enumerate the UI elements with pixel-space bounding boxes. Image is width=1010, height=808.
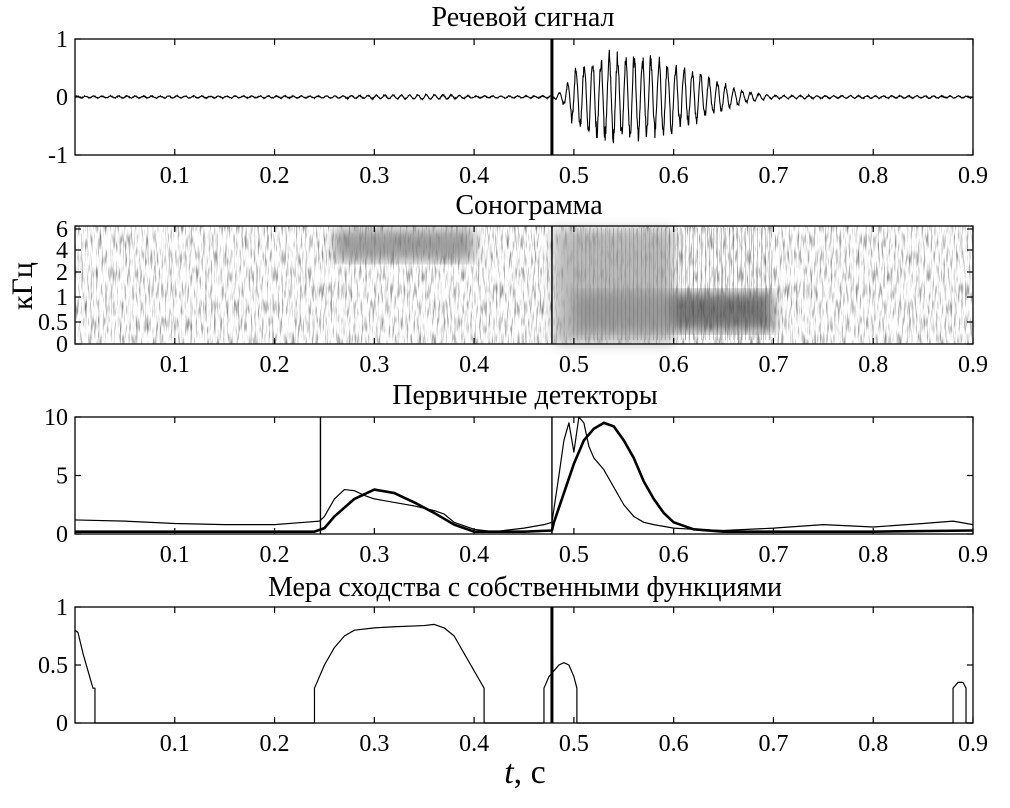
x-tick-label: 0.2 xyxy=(260,731,290,757)
x-tick-label: 0.4 xyxy=(459,352,489,378)
x-tick-label: 0.4 xyxy=(459,542,489,568)
x-tick-label: 0.2 xyxy=(260,163,290,189)
x-tick-label: 0.9 xyxy=(958,542,988,568)
x-tick-label: 0.2 xyxy=(260,352,290,378)
x-tick-label: 0.3 xyxy=(359,163,389,189)
x-tick-label: 0.5 xyxy=(559,352,589,378)
y-tick-label: 4 xyxy=(56,238,68,264)
series-line xyxy=(75,421,974,533)
x-tick-label: 0.7 xyxy=(758,731,788,757)
x-tick-label: 0.3 xyxy=(359,542,389,568)
x-tick-label: 0.5 xyxy=(559,163,589,189)
y-axis: 10 5 0 xyxy=(44,405,973,548)
x-axis-variable: t xyxy=(504,754,515,791)
plot-frame xyxy=(74,606,974,724)
x-tick-label: 0.8 xyxy=(858,542,888,568)
x-tick-label: 0.9 xyxy=(958,352,988,378)
x-tick-label: 0.7 xyxy=(758,163,788,189)
y-axis: 1 0 -1 xyxy=(48,27,973,169)
panel-title: Первичные детекторы xyxy=(392,380,658,411)
x-tick-label: 0.6 xyxy=(659,163,689,189)
x-axis: 0.1 0.2 0.3 0.4 0.5 0.6 0.7 0.8 0.9 xyxy=(160,39,988,189)
y-tick-label: 1 xyxy=(56,27,68,53)
x-tick-label: 0.3 xyxy=(359,352,389,378)
plot-area xyxy=(74,39,974,155)
x-tick-label: 0.8 xyxy=(858,163,888,189)
x-tick-label: 0.8 xyxy=(858,731,888,757)
plot-area xyxy=(75,226,973,344)
x-tick-label: 0.4 xyxy=(459,731,489,757)
x-tick-label: 0.6 xyxy=(659,731,689,757)
y-tick-label: -1 xyxy=(48,143,68,169)
y-tick-label: 0.5 xyxy=(38,310,68,336)
y-axis: 10.50 xyxy=(38,595,973,737)
panel-speech-signal: Речевой сигнал 10-1 0.1 0.2 0.3 0.4 0.5 0.6 0.… xyxy=(48,2,988,189)
y-tick-label: 0 xyxy=(56,332,68,358)
x-tick-label: 0.3 xyxy=(359,731,389,757)
panel-title: Сонограмма xyxy=(455,190,603,221)
y-tick-label: 6 xyxy=(56,217,68,243)
x-tick-label: 0.5 xyxy=(559,731,589,757)
y-tick-label: 0.5 xyxy=(38,653,68,679)
x-tick-label: 0.9 xyxy=(958,163,988,189)
x-tick-label: 0.1 xyxy=(160,542,190,568)
plot-frame xyxy=(74,416,974,535)
plot-area xyxy=(74,416,974,534)
x-axis: 0.1 0.2 0.3 0.4 0.5 0.6 0.7 0.8 0.9 xyxy=(160,417,988,568)
x-tick-label: 0.2 xyxy=(260,542,290,568)
series-line xyxy=(74,49,974,144)
panel-primary-detectors: Первичные детекторы 10 5 0 0.1 0.2 0.3 0.4 0.5… xyxy=(44,380,988,568)
x-tick-label: 0.7 xyxy=(758,542,788,568)
y-axis-label: кГц xyxy=(6,262,39,310)
x-tick-label: 0.7 xyxy=(758,352,788,378)
x-tick-label: 0.6 xyxy=(659,542,689,568)
x-axis-unit: , c xyxy=(514,754,546,791)
sonogram-texture xyxy=(75,226,973,344)
panel-title: Речевой сигнал xyxy=(432,2,615,33)
y-tick-label: 0 xyxy=(56,85,68,111)
x-tick-label: 0.1 xyxy=(160,163,190,189)
x-tick-label: 0.8 xyxy=(858,352,888,378)
x-tick-label: 0.6 xyxy=(659,352,689,378)
series-line xyxy=(74,623,973,724)
panel-similarity-measure: Мера сходства с собственными функциями 1… xyxy=(38,572,988,757)
y-tick-label: 5 xyxy=(56,464,68,490)
x-tick-label: 0.1 xyxy=(160,731,190,757)
y-tick-label: 0 xyxy=(56,711,68,737)
x-axis-label: t, c xyxy=(504,754,546,791)
x-axis: 0.1 0.2 0.3 0.4 0.5 0.6 0.7 0.8 0.9 xyxy=(160,226,988,378)
y-tick-label: 0 xyxy=(56,522,68,548)
y-tick-label: 10 xyxy=(44,405,68,431)
series-line xyxy=(74,416,974,533)
x-tick-label: 0.9 xyxy=(958,731,988,757)
x-axis: 0.1 0.2 0.3 0.4 0.5 0.6 0.7 0.8 0.9 xyxy=(160,607,988,757)
y-tick-label: 1 xyxy=(56,595,68,621)
plot-frame xyxy=(74,225,974,345)
y-tick-label: 1 xyxy=(56,285,68,311)
plot-area xyxy=(74,607,973,724)
y-tick-label: 2 xyxy=(56,260,68,286)
x-tick-label: 0.1 xyxy=(160,352,190,378)
x-tick-label: 0.4 xyxy=(459,163,489,189)
sonogram-energy-region xyxy=(334,229,475,261)
x-tick-label: 0.5 xyxy=(559,542,589,568)
panel-title: Мера сходства с собственными функциями xyxy=(268,572,782,603)
